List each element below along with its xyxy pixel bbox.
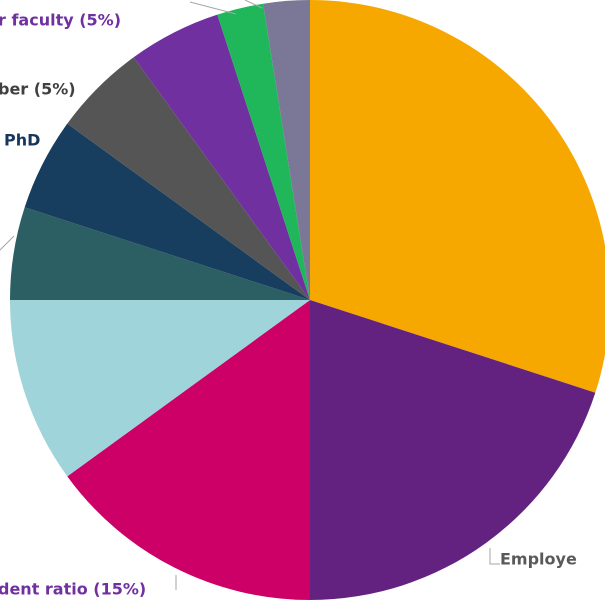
leader-line bbox=[0, 235, 15, 251]
leader-line bbox=[189, 1, 237, 15]
leader-line bbox=[244, 0, 263, 9]
pie-slice bbox=[67, 57, 311, 300]
slice-label: r faculty (5%) bbox=[0, 11, 121, 30]
pie-slice bbox=[133, 14, 310, 301]
slice-label: dent ratio (15%) bbox=[0, 580, 146, 599]
pie-slice bbox=[67, 300, 311, 600]
pie-slice bbox=[263, 0, 310, 300]
slice-label: ber (5%) bbox=[0, 80, 76, 99]
pie-slice bbox=[10, 207, 310, 300]
pie-slice bbox=[24, 123, 310, 300]
slice-label: Employe bbox=[500, 550, 577, 569]
pie-slice bbox=[310, 0, 605, 393]
slice-label: PhD bbox=[4, 131, 40, 150]
pie-slice bbox=[310, 300, 596, 600]
pie bbox=[10, 0, 605, 600]
leader-line bbox=[489, 548, 500, 565]
pie-slice bbox=[10, 300, 310, 477]
pie-slice bbox=[217, 3, 310, 300]
